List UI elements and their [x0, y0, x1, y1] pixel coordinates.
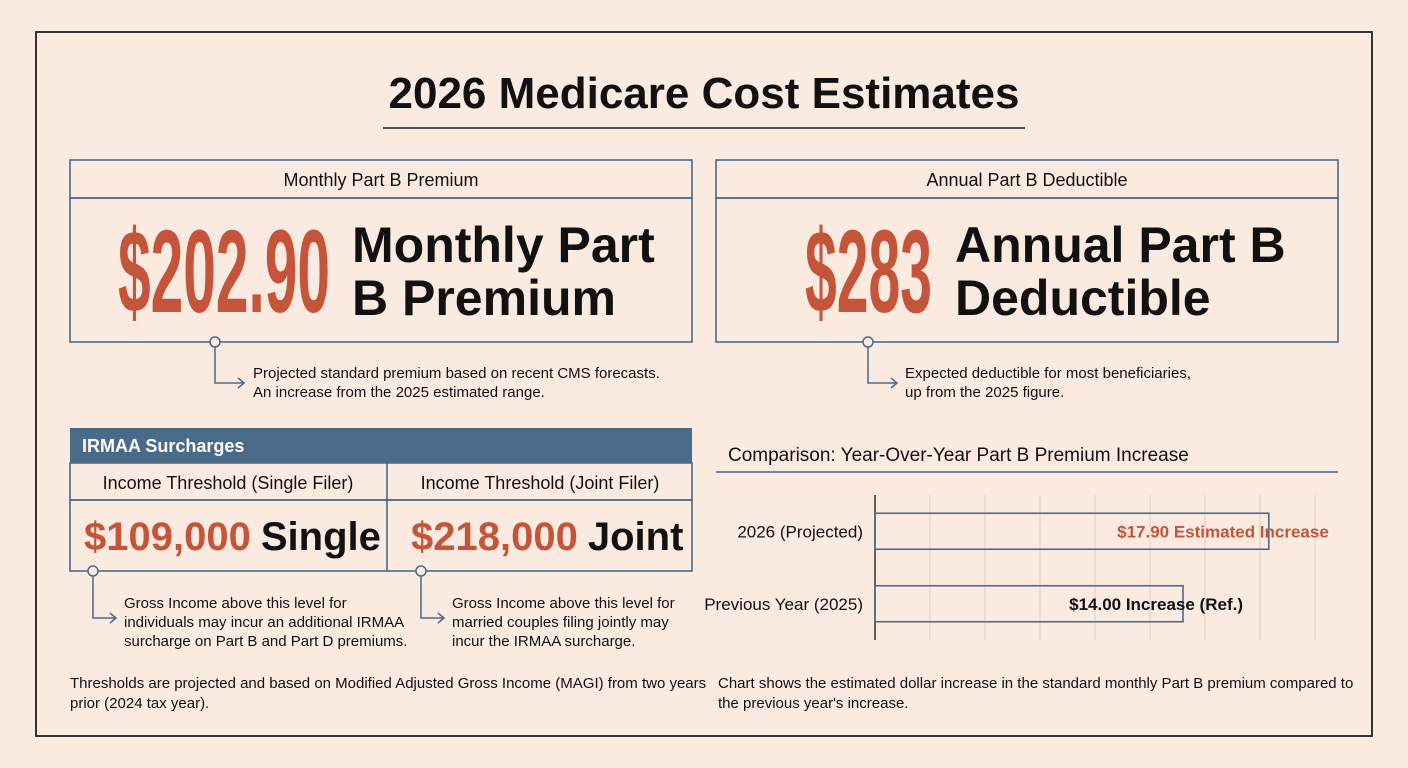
connector-dot: [862, 336, 874, 348]
chart-caption: the previous year's increase.: [718, 695, 908, 712]
threshold-amount: $218,000: [411, 515, 578, 559]
card-amount: $202.90: [118, 206, 330, 338]
card-label: Deductible: [955, 270, 1211, 326]
card-label: Annual Part B: [955, 217, 1286, 273]
chart-caption: Chart shows the estimated dollar increas…: [718, 675, 1353, 692]
bar: [874, 584, 1184, 623]
category-label: 2026 (Projected): [737, 522, 863, 541]
irmaa-title: IRMAA Surcharges: [82, 436, 244, 456]
card-note: Projected standard premium based on rece…: [253, 365, 660, 382]
chart-title: Comparison: Year-Over-Year Part B Premiu…: [728, 445, 1189, 466]
frame: [35, 31, 1373, 737]
card-label: B Premium: [352, 270, 616, 326]
threshold-note: individuals may incur an additional IRMA…: [124, 614, 404, 631]
threshold-note: Gross Income above this level for: [452, 595, 675, 612]
threshold: $109,000 Single: [84, 515, 381, 559]
threshold-label: Joint: [588, 515, 684, 559]
card-label: Monthly Part: [352, 217, 655, 273]
connector-dot: [209, 336, 221, 348]
value-label: $17.90 Estimated Increase: [1117, 522, 1329, 541]
card-header: Monthly Part B Premium: [283, 170, 478, 190]
card-amount: $283: [805, 206, 932, 338]
threshold-note: incur the IRMAA surcharge.: [452, 633, 635, 650]
column-header: Income Threshold (Single Filer): [103, 473, 354, 493]
card-body-box: [69, 197, 693, 343]
threshold-note: surcharge on Part B and Part D premiums.: [124, 633, 407, 650]
threshold-note: married couples filing jointly may: [452, 614, 669, 631]
threshold-note: Gross Income above this level for: [124, 595, 347, 612]
comparison-chart: Comparison: Year-Over-Year Part B Premiu…: [704, 445, 1353, 712]
connector-arrow: [420, 576, 446, 624]
threshold-amount: $109,000: [84, 515, 251, 559]
card-header: Annual Part B Deductible: [926, 170, 1127, 190]
card-body-box: [715, 197, 1339, 343]
threshold: $218,000 Joint: [411, 515, 683, 559]
page-title: 2026 Medicare Cost Estimates: [389, 69, 1020, 118]
footnote: Thresholds are projected and based on Mo…: [70, 675, 706, 692]
bar: [874, 512, 1270, 551]
premium-card: Monthly Part B Premium $202.90 Monthly P…: [69, 159, 693, 401]
connector-arrow: [214, 347, 246, 389]
irmaa-body-row: [69, 499, 693, 572]
category-label: Previous Year (2025): [704, 595, 863, 614]
card-note: up from the 2025 figure.: [905, 384, 1064, 401]
connector-arrow: [92, 576, 118, 624]
connector-dot: [415, 565, 427, 577]
footnote: prior (2024 tax year).: [70, 695, 209, 712]
connector-arrow: [867, 347, 899, 389]
column-header: Income Threshold (Joint Filer): [421, 473, 660, 493]
value-label: $14.00 Increase (Ref.): [1069, 595, 1243, 614]
card-note: Expected deductible for most beneficiari…: [905, 365, 1191, 382]
irmaa-table: IRMAA Surcharges Income Threshold (Singl…: [69, 428, 706, 712]
threshold-label: Single: [261, 515, 381, 559]
irmaa-header-bar: [70, 428, 692, 463]
deductible-card: Annual Part B Deductible $283 Annual Par…: [715, 159, 1339, 401]
card-note: An increase from the 2025 estimated rang…: [253, 384, 545, 401]
connector-dot: [87, 565, 99, 577]
